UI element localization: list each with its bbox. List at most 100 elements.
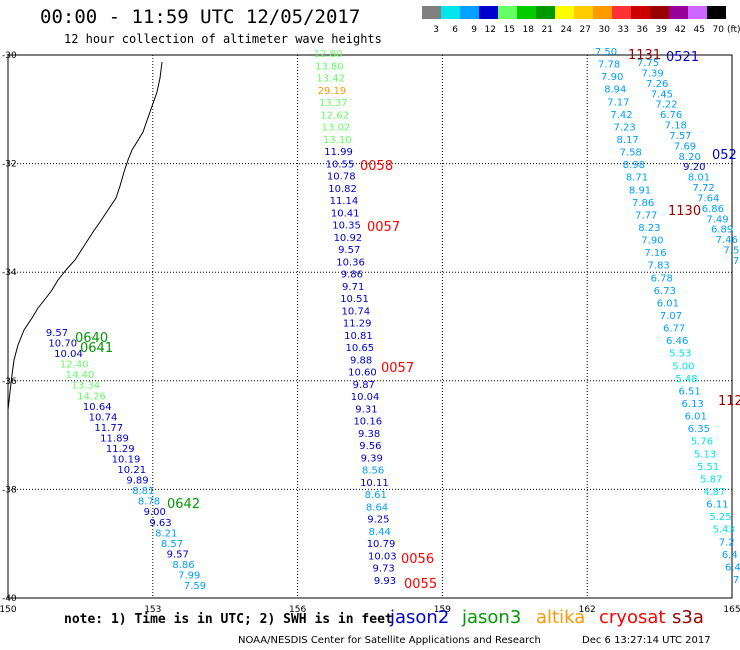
wave-height-label: 8.57 (161, 539, 183, 550)
footer-note: note: 1) Time is in UTC; 2) SWH is in fe… (64, 612, 393, 627)
wave-height-label: 10.51 (340, 294, 369, 305)
pass-time-label: 0056 (401, 552, 434, 567)
longitude-tick-label: 156 (289, 605, 306, 615)
wave-height-label: 4.87 (703, 487, 725, 498)
wave-height-label: 7.78 (598, 60, 620, 71)
pass-time-label: 0057 (367, 220, 400, 235)
wave-height-label: 6.78 (651, 273, 673, 284)
wave-height-label: 8.20 (679, 152, 701, 163)
wave-height-label: 10.79 (367, 539, 396, 550)
colorbar-label: 24 (561, 25, 573, 35)
wave-height-label: 10.74 (342, 306, 371, 317)
wave-height-label: 13.37 (319, 98, 348, 109)
wave-height-label: 9.38 (358, 429, 380, 440)
wave-height-label: 8.44 (369, 527, 391, 538)
wave-height-colorbar: 3 6 9 12 15 18 21 24 27 30 33 36 39 42 45 70 (ft) (422, 6, 740, 35)
wave-height-label: 8.91 (629, 185, 651, 196)
longitude-tick-label: 153 (144, 605, 161, 615)
colorbar-label: 21 (542, 25, 553, 35)
colorbar-swatch (631, 6, 650, 19)
colorbar-swatch (517, 6, 536, 19)
wave-height-label: 6.76 (660, 110, 682, 121)
wave-height-label: 10.74 (89, 412, 118, 423)
wave-height-label: 11.14 (330, 196, 359, 207)
colorbar-swatch (574, 6, 593, 19)
longitude-tick-label: 165 (723, 605, 740, 615)
wave-height-label: 10.82 (328, 184, 357, 195)
wave-height-label: 12.62 (320, 110, 349, 121)
wave-height-label: 10.19 (112, 455, 141, 466)
wave-height-label: 7.22 (655, 100, 677, 111)
wave-height-label: 7.45 (651, 89, 673, 100)
wave-height-label: 14.26 (77, 391, 106, 402)
wave-height-label: 9.71 (342, 282, 364, 293)
pass-time-label: 112 (718, 394, 740, 409)
wave-height-label: 10.21 (117, 465, 146, 476)
colorbar-swatch (650, 6, 669, 19)
pass-time-label: 1130 (668, 204, 701, 219)
colorbar-label: 3 (433, 25, 439, 35)
wave-height-label: 5.76 (691, 437, 713, 448)
wave-height-label: 6.13 (682, 399, 704, 410)
wave-height-label: 8.98 (623, 160, 645, 171)
latitude-tick-label: -34 (2, 268, 17, 278)
pass-time-label: 0058 (360, 159, 393, 174)
colorbar-label: 6 (452, 25, 458, 35)
colorbar-swatch (536, 6, 555, 19)
wave-height-label: 7.64 (697, 193, 719, 204)
footer-credit: NOAA/NESDIS Center for Satellite Applica… (238, 635, 541, 646)
latitude-tick-label: -32 (2, 160, 17, 170)
wave-height-label: 7.26 (646, 79, 668, 90)
wave-height-label: 8.21 (155, 528, 177, 539)
wave-height-label: 7.58 (620, 148, 642, 159)
coastline (7, 61, 163, 411)
wave-height-label: 7.75 (637, 58, 659, 69)
wave-height-label: 10.16 (353, 417, 382, 428)
map-title: 00:00 - 11:59 UTC 12/05/2017 (40, 6, 361, 28)
latitude-tick-label: -38 (2, 485, 17, 495)
wave-height-label: 13.80 (315, 61, 344, 72)
pass-time-label: 0057 (381, 361, 414, 376)
colorbar-swatch (593, 6, 612, 19)
wave-height-label: 9.89 (126, 476, 148, 487)
wave-height-label: 9.56 (359, 441, 381, 452)
colorbar-swatch (555, 6, 574, 19)
wave-height-label: 7.50 (595, 47, 617, 58)
wave-height-label: 7 (733, 575, 739, 586)
wave-height-label: 7.07 (660, 311, 682, 322)
wave-height-label: 10.70 (48, 339, 77, 350)
wave-height-label: 13.10 (323, 135, 352, 146)
latitude-tick-label: -30 (2, 51, 17, 61)
wave-height-label: 13.34 (71, 381, 100, 392)
wave-height-label: 6.11 (706, 500, 728, 511)
satellite-legend-item: cryosat (599, 607, 666, 628)
wave-height-label: 7.46 (716, 235, 738, 246)
wave-height-label: 5.43 (712, 525, 734, 536)
wave-height-label: 11.77 (94, 423, 123, 434)
colorbar-swatch (460, 6, 479, 19)
wave-height-label: 12.80 (314, 49, 343, 60)
wave-height-label: 13.02 (322, 123, 351, 134)
wave-height-label: 8.56 (362, 466, 384, 477)
satellite-legend-item: s3a (672, 607, 704, 628)
wave-height-label: 11.29 (343, 319, 372, 330)
wave-height-label: 7.83 (647, 261, 669, 272)
wave-height-label: 7.49 (706, 214, 728, 225)
wave-height-label: 6.35 (688, 424, 710, 435)
wave-height-label: 10.92 (334, 233, 363, 244)
wave-height-label: 6.86 (702, 204, 724, 215)
wave-height-label: 5.13 (694, 449, 716, 460)
colorbar-swatch (479, 6, 498, 19)
colorbar-swatch (612, 6, 631, 19)
colorbar-label: 36 (637, 25, 649, 35)
wave-height-label: 6.4 (725, 562, 740, 573)
wave-height-label: 9.63 (149, 518, 171, 529)
wave-height-label: 7.5 (723, 246, 739, 257)
wave-height-label: 5.53 (669, 349, 691, 360)
wave-height-label: 7.69 (674, 141, 696, 152)
wave-height-label: 7.57 (669, 131, 691, 142)
wave-height-label: 9.39 (361, 453, 383, 464)
pass-time-label: 0055 (404, 577, 437, 592)
latitude-tick-label: -40 (2, 594, 17, 604)
